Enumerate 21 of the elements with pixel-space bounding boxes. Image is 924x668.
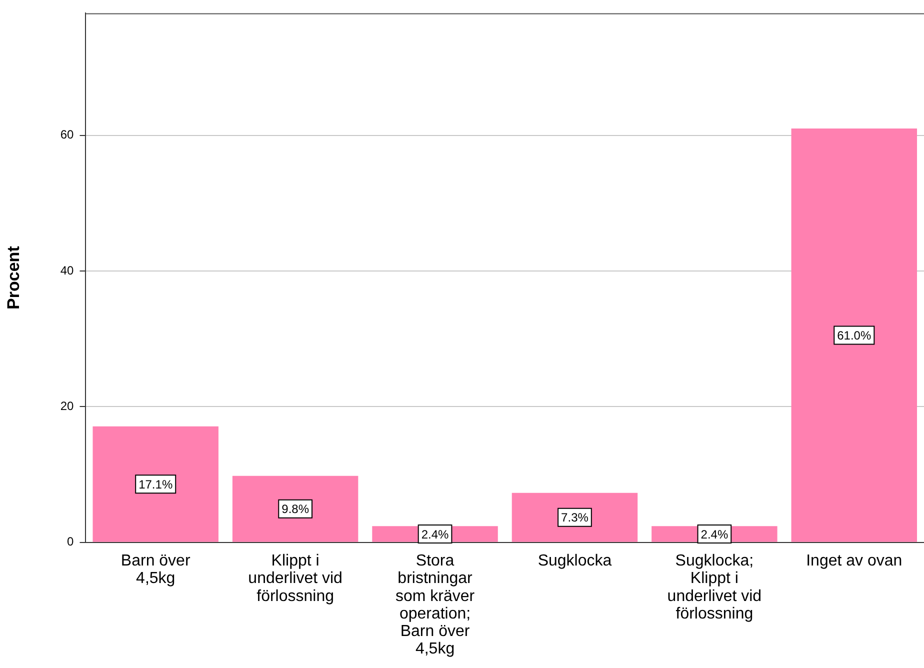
y-axis-title: Procent xyxy=(4,246,23,310)
y-tick-label: 60 xyxy=(60,128,74,142)
x-tick-label: Sugklocka xyxy=(538,552,612,570)
x-tick-label: Barn över 4,5kg xyxy=(120,552,191,588)
y-tick-label: 0 xyxy=(67,534,74,549)
data-label: 2.4% xyxy=(421,527,450,542)
data-label: 17.1% xyxy=(138,477,173,492)
bar xyxy=(92,426,218,542)
data-label: 9.8% xyxy=(282,502,310,516)
data-label: 2.4% xyxy=(700,527,728,542)
bar xyxy=(791,128,918,542)
bar xyxy=(232,476,358,542)
x-tick-label: Stora bristningar som kräver operation; Barn över 4,5kg xyxy=(395,552,476,658)
x-tick-label: Inget av ovan xyxy=(806,552,902,570)
bar xyxy=(512,492,638,542)
data-label: 7.3% xyxy=(561,510,589,525)
y-tick-label: 20 xyxy=(60,399,74,414)
data-label: 61.0% xyxy=(837,328,872,343)
y-tick-label: 40 xyxy=(60,263,74,278)
x-tick-label: Sugklocka; Klippt i underlivet vid förlossning xyxy=(667,552,762,622)
x-tick-label: Klippt i underlivet vid förlossning xyxy=(248,552,342,605)
